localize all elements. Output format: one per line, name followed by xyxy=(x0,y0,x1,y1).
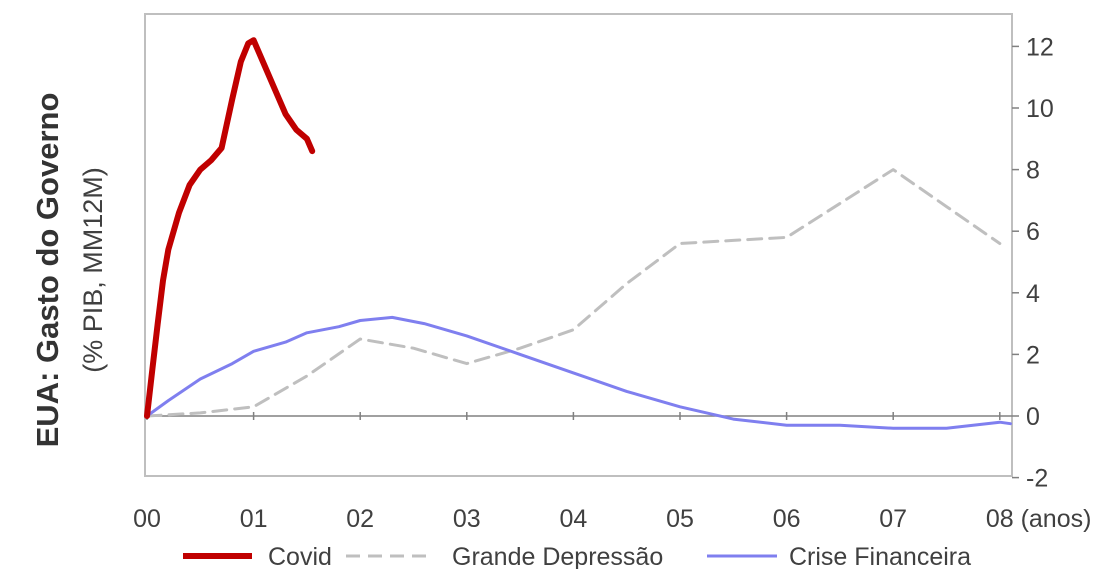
y-tick-label: 0 xyxy=(1026,403,1040,431)
y-tick-label: 10 xyxy=(1026,95,1054,123)
x-tick-label: 04 xyxy=(559,505,587,533)
series-line-grande-depressão xyxy=(145,168,1002,418)
y-tick-label: 2 xyxy=(1026,341,1040,369)
y-tick-label: 8 xyxy=(1026,157,1040,185)
x-tick-label: 00 xyxy=(133,505,161,533)
y-tick-label: 6 xyxy=(1026,218,1040,246)
legend-label-crise-financeira: Crise Financeira xyxy=(789,543,971,569)
y-tick-label: 4 xyxy=(1026,280,1040,308)
x-tick-label: 03 xyxy=(453,505,481,533)
series-line-covid xyxy=(144,37,316,419)
x-tick-label: 07 xyxy=(879,505,907,533)
x-tick-label: 08 xyxy=(986,505,1014,533)
chart-subtitle: (% PIB, MM12M) xyxy=(78,167,108,373)
x-tick-label: 01 xyxy=(240,505,268,533)
series-line-crise-financeira xyxy=(145,315,1012,430)
x-tick-label: 02 xyxy=(346,505,374,533)
x-tick-label: 05 xyxy=(666,505,694,533)
legend-label-covid: Covid xyxy=(268,543,332,569)
x-tick-label: 06 xyxy=(773,505,801,533)
plot-area xyxy=(144,13,1013,477)
y-tick-label: -2 xyxy=(1026,465,1048,493)
x-unit-label: (anos) xyxy=(1021,505,1092,533)
chart-title: EUA: Gasto do Governo xyxy=(30,93,65,448)
legend-label-grande-depressão: Grande Depressão xyxy=(452,543,663,569)
series-lines xyxy=(144,37,1012,430)
legend: Covid Grande Depressão Crise Financeira xyxy=(183,543,971,569)
y-tick-label: 12 xyxy=(1026,33,1054,61)
